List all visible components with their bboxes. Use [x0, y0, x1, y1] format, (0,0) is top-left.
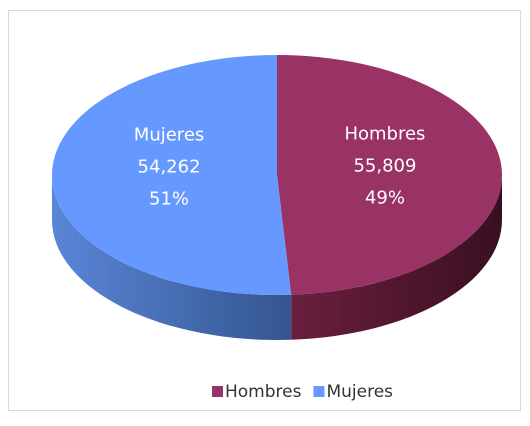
legend-swatch	[212, 386, 223, 397]
data-label-value: 54,262	[138, 156, 201, 177]
data-label-percent: 51%	[149, 188, 189, 209]
data-label-name: Hombres	[344, 124, 425, 145]
legend-label: Mujeres	[326, 382, 393, 402]
legend-label: Hombres	[225, 382, 302, 402]
chart-frame	[8, 10, 521, 411]
data-label-value: 55,809	[353, 156, 416, 177]
data-label-percent: 49%	[365, 188, 405, 209]
data-label-name: Mujeres	[134, 124, 204, 145]
slice	[277, 55, 503, 295]
slice	[52, 55, 292, 295]
legend-swatch	[313, 386, 325, 397]
slice-side	[291, 175, 502, 340]
slice-side	[52, 175, 292, 340]
